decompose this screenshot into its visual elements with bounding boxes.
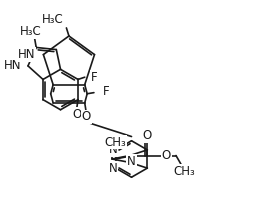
Text: O: O — [72, 108, 81, 121]
Text: N: N — [127, 155, 136, 168]
Text: O: O — [142, 129, 152, 142]
Text: O: O — [162, 149, 171, 162]
Text: HN: HN — [18, 48, 36, 61]
Text: H₃C: H₃C — [42, 13, 64, 26]
Text: H₃C: H₃C — [20, 25, 41, 38]
Text: CH₃: CH₃ — [173, 165, 195, 178]
Text: CH₃: CH₃ — [104, 136, 126, 149]
Text: HN: HN — [3, 59, 21, 72]
Text: N: N — [109, 143, 117, 156]
Text: F: F — [91, 71, 98, 84]
Text: O: O — [82, 110, 91, 123]
Text: F: F — [103, 85, 110, 98]
Text: N: N — [109, 162, 117, 175]
